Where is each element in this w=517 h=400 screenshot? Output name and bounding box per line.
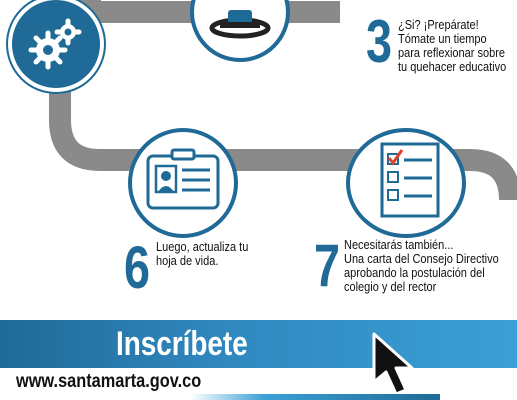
step-7-line-3: aprobando la postulación del bbox=[344, 266, 485, 280]
gears-circle bbox=[8, 0, 104, 92]
step-3-line-1: ¿Si? ¡Prepárate! bbox=[398, 18, 479, 32]
cursor-arrow-icon bbox=[372, 332, 414, 396]
id-card-icon bbox=[146, 148, 220, 210]
reflection-circle bbox=[190, 0, 290, 62]
person-desk-icon bbox=[209, 10, 271, 39]
bottom-strip bbox=[190, 394, 440, 400]
register-title[interactable]: Inscríbete bbox=[116, 325, 248, 363]
checklist-icon bbox=[380, 142, 440, 218]
website-link[interactable]: www.santamarta.gov.co bbox=[16, 371, 202, 392]
step-7-line-2: Una carta del Consejo Directivo bbox=[344, 252, 499, 266]
step-7-line-1: Necesitarás también... bbox=[344, 238, 454, 252]
register-banner[interactable] bbox=[0, 320, 517, 368]
step-6-line-2: hoja de vida. bbox=[156, 254, 219, 268]
resume-circle bbox=[128, 128, 238, 238]
step-3-line-3: para reflexionar sobre bbox=[398, 46, 506, 60]
step-number-7: 7 bbox=[314, 232, 341, 299]
checklist-circle bbox=[346, 128, 466, 238]
step-number-6: 6 bbox=[124, 234, 151, 301]
step-number-3: 3 bbox=[366, 8, 393, 75]
step-3-line-4: tu quehacer educativo bbox=[398, 60, 507, 74]
step-7-line-4: colegio y del rector bbox=[344, 280, 437, 294]
step-3-line-2: Tómate un tiempo bbox=[398, 32, 487, 46]
gears-icon bbox=[28, 18, 82, 70]
step-6-line-1: Luego, actualiza tu bbox=[156, 240, 249, 254]
